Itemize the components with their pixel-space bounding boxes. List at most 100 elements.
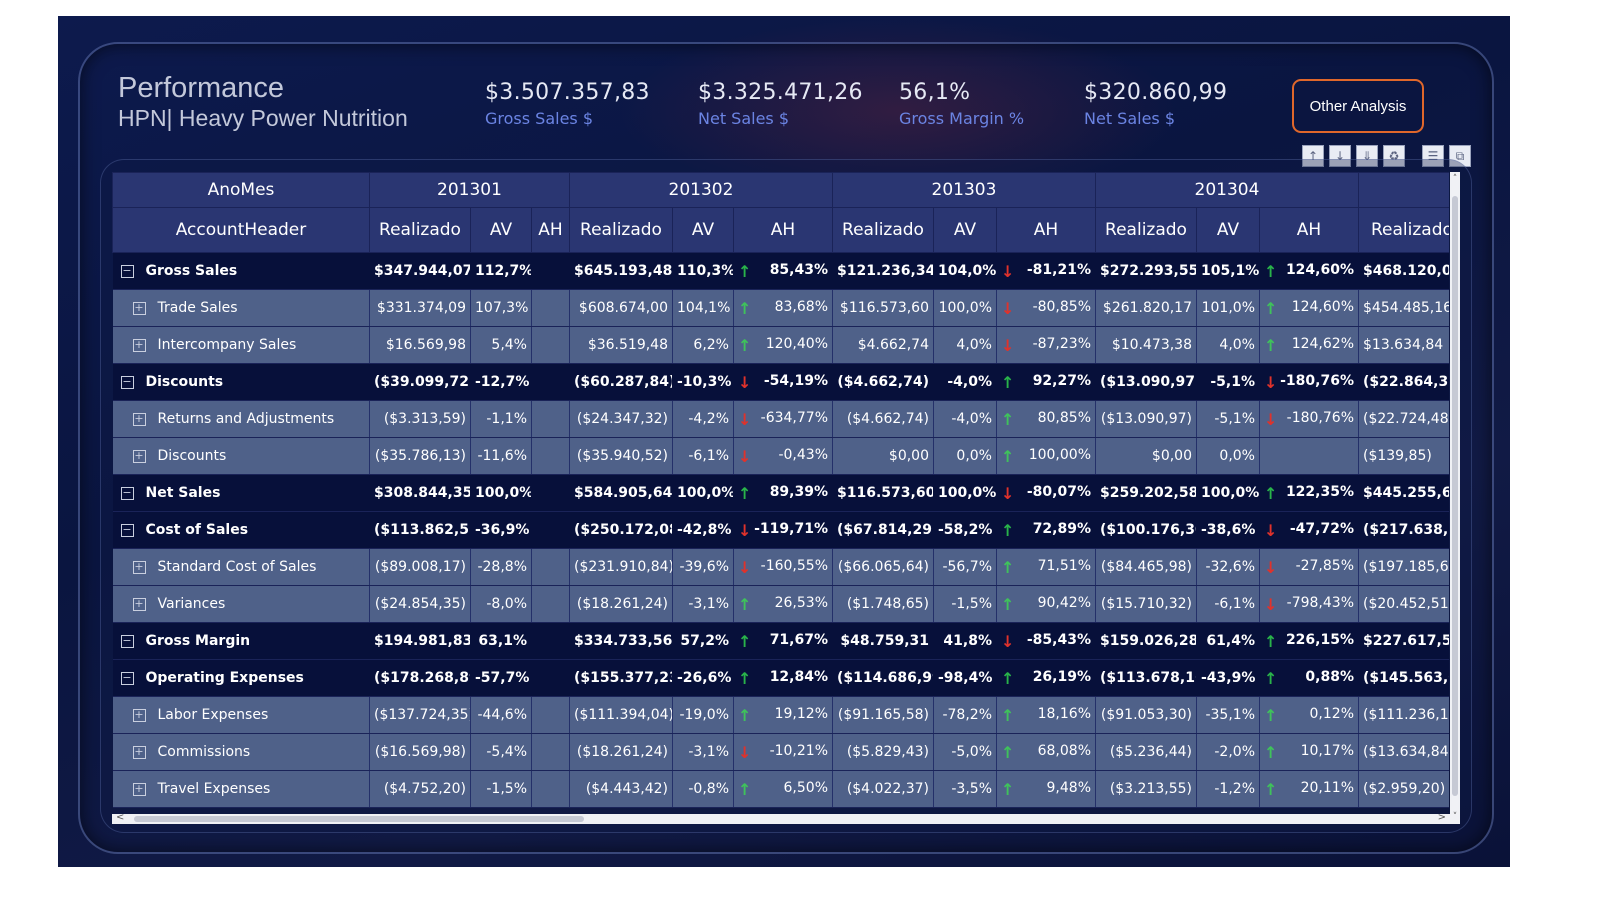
header-row-period: AnoMes 201301 201302 201303 201304 (112, 172, 1449, 208)
account-label-cell[interactable]: + Intercompany Sales (112, 326, 370, 364)
ah-cell: ↑ 18,16% (996, 696, 1096, 734)
measure-header-realizado[interactable]: Realizado (369, 207, 471, 253)
scroll-thumb[interactable] (1452, 196, 1458, 796)
period-header[interactable]: 201302 (569, 172, 833, 208)
av-cell: -4,0% (933, 363, 997, 401)
account-label-cell[interactable]: + Variances (112, 585, 370, 623)
collapse-icon[interactable]: − (120, 522, 134, 537)
arrow-down-icon: ↓ (1264, 557, 1278, 577)
expand-icon[interactable]: + (132, 559, 146, 574)
ah-cell: ↑ 100,00% (996, 437, 1096, 475)
expand-icon[interactable]: + (132, 744, 146, 759)
measure-header-realizado[interactable]: Realizado (1095, 207, 1197, 253)
arrow-up-icon: ↑ (1264, 742, 1278, 762)
scroll-right-icon[interactable]: > (1437, 812, 1446, 823)
measure-header-realizado[interactable]: Realizado (832, 207, 934, 253)
double-arrow-down-icon[interactable]: ⇓ (1356, 145, 1378, 167)
expand-icon[interactable]: + (132, 596, 146, 611)
measure-header-ah[interactable]: AH (996, 207, 1096, 253)
expand-icon[interactable]: + (132, 448, 146, 463)
av-cell: 100,0% (470, 474, 532, 512)
scroll-thumb[interactable] (134, 816, 584, 822)
account-label-cell[interactable]: + Discounts (112, 437, 370, 475)
measure-header-av[interactable]: AV (672, 207, 734, 253)
account-label-cell[interactable]: + Labor Expenses (112, 696, 370, 734)
realizado-cell: ($35.786,13) (369, 437, 471, 475)
av-cell: 6,2% (672, 326, 734, 364)
realizado-cell: ($250.172,08) (569, 511, 673, 549)
expand-hierarchy-icon[interactable]: ♻ (1383, 145, 1405, 167)
expand-icon[interactable]: + (132, 300, 146, 315)
ah-value: 26,53% (774, 594, 828, 611)
ah-cell: ↑ 19,12% (733, 696, 833, 734)
arrow-down-icon: ↓ (1001, 298, 1015, 318)
account-label-cell[interactable]: − Gross Sales (112, 252, 370, 290)
scroll-up-icon[interactable]: ˄ (1452, 174, 1458, 184)
ah-cell (531, 622, 570, 660)
realizado-cell: $259.202,58 (1095, 474, 1197, 512)
collapse-icon[interactable]: − (120, 374, 134, 389)
arrow-up-icon[interactable]: ↑ (1302, 145, 1324, 167)
expand-icon[interactable]: + (132, 781, 146, 796)
realizado-cell: $0,00 (1095, 437, 1197, 475)
realizado-cell: ($13.634,84) (1358, 733, 1449, 771)
scroll-left-icon[interactable]: < (116, 812, 125, 823)
arrow-up-icon: ↑ (1264, 335, 1278, 355)
account-label-cell[interactable]: − Cost of Sales (112, 511, 370, 549)
av-cell: -56,7% (933, 548, 997, 586)
period-header[interactable]: 201301 (369, 172, 570, 208)
expand-icon[interactable]: + (132, 337, 146, 352)
kpi-net-sales-2: $320.860,99 Net Sales $ (1084, 80, 1227, 128)
collapse-icon[interactable]: − (120, 670, 134, 685)
period-header[interactable]: 201303 (832, 172, 1096, 208)
collapse-icon[interactable]: − (120, 633, 134, 648)
realizado-cell: $227.617,53 (1358, 622, 1449, 660)
account-label-cell[interactable]: + Standard Cost of Sales (112, 548, 370, 586)
ah-cell: ↑ 80,85% (996, 400, 1096, 438)
period-header[interactable] (1358, 172, 1449, 208)
period-header[interactable]: 201304 (1095, 172, 1359, 208)
measure-header-av[interactable]: AV (470, 207, 532, 253)
expand-icon[interactable]: + (132, 411, 146, 426)
account-label-cell[interactable]: − Gross Margin (112, 622, 370, 660)
collapse-icon[interactable]: − (120, 485, 134, 500)
measure-header-realizado[interactable]: Realizado (569, 207, 673, 253)
ah-value: -80,07% (1026, 483, 1091, 500)
kpi-label: Gross Sales $ (485, 109, 594, 128)
account-label-cell[interactable]: + Returns and Adjustments (112, 400, 370, 438)
ah-value: -119,71% (754, 520, 828, 537)
account-label-cell[interactable]: − Net Sales (112, 474, 370, 512)
horizontal-scrollbar[interactable]: < > (112, 812, 1450, 824)
account-label-cell[interactable]: + Travel Expenses (112, 770, 370, 808)
row-header-anomes[interactable]: AnoMes (112, 172, 370, 208)
table-row: + Standard Cost of Sales ($89.008,17) -28,8… (112, 548, 1449, 586)
ah-cell: ↑ 68,08% (996, 733, 1096, 771)
collapse-icon[interactable]: − (120, 263, 134, 278)
measure-header-ah[interactable]: AH (733, 207, 833, 253)
account-label-cell[interactable]: + Trade Sales (112, 289, 370, 327)
realizado-cell: ($16.569,98) (369, 733, 471, 771)
arrow-down-icon[interactable]: ↓ (1329, 145, 1351, 167)
account-label-cell[interactable]: − Discounts (112, 363, 370, 401)
av-cell: -32,6% (1196, 548, 1260, 586)
realizado-cell: ($22.864,33) (1358, 363, 1449, 401)
measure-header-av[interactable]: AV (1196, 207, 1260, 253)
expand-icon[interactable]: + (132, 707, 146, 722)
account-label-cell[interactable]: − Operating Expenses (112, 659, 370, 697)
measure-header-av[interactable]: AV (933, 207, 997, 253)
realizado-cell: $121.236,34 (832, 252, 934, 290)
measure-header-ah[interactable]: AH (531, 207, 570, 253)
measure-header-realizado[interactable]: Realizado (1358, 207, 1449, 253)
realizado-cell: ($60.287,84) (569, 363, 673, 401)
scroll-down-icon[interactable]: ˅ (1452, 812, 1458, 822)
filter-icon[interactable]: ☰ (1422, 145, 1444, 167)
other-analysis-button[interactable]: Other Analysis (1292, 79, 1424, 133)
vertical-scrollbar[interactable]: ˄ ˅ (1450, 172, 1460, 824)
row-header-accountheader[interactable]: AccountHeader (112, 207, 370, 253)
measure-header-ah[interactable]: AH (1259, 207, 1359, 253)
account-label-cell[interactable]: + Commissions (112, 733, 370, 771)
kpi-label: Net Sales $ (698, 109, 790, 128)
ah-cell: ↑ 124,60% (1259, 289, 1359, 327)
realizado-cell: ($5.236,44) (1095, 733, 1197, 771)
ah-value: 80,85% (1037, 409, 1091, 426)
